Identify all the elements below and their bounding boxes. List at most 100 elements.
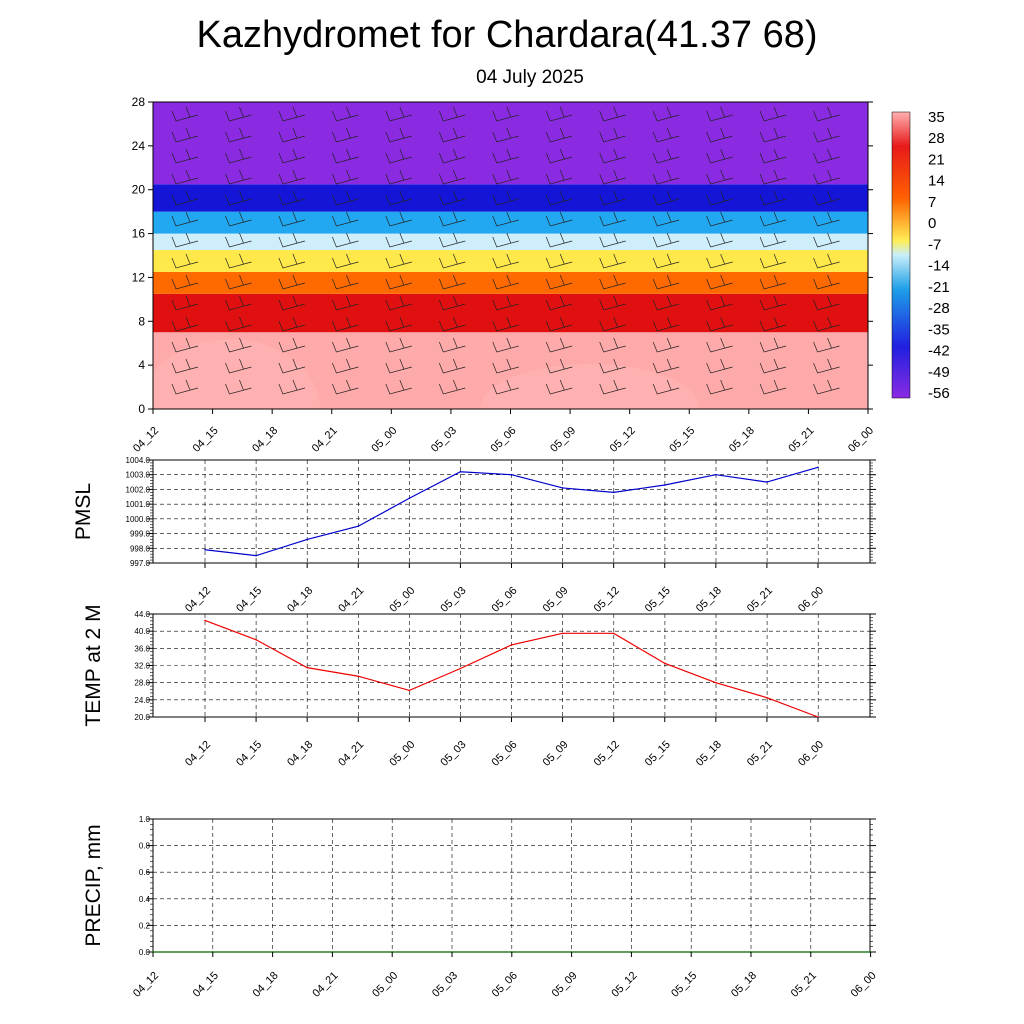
y-tick-label: 1.0 <box>139 815 151 824</box>
wind-barb <box>385 316 412 332</box>
colorbar-ramp <box>891 111 911 399</box>
wind-barb <box>706 106 733 122</box>
y-tick-label: 0.8 <box>139 842 151 851</box>
colorbar-label: -28 <box>928 300 950 317</box>
x-tick-label: 05_09 <box>541 585 571 615</box>
x-tick-label: 05_21 <box>745 739 775 769</box>
wind-barb <box>332 148 359 164</box>
wind-barb <box>813 169 840 185</box>
wind-barb <box>545 358 573 374</box>
wind-barb <box>652 379 680 395</box>
y-tick-label: 20.0 <box>134 713 150 722</box>
x-tick-label: 05_09 <box>548 425 578 455</box>
x-tick-label: 05_15 <box>643 739 673 769</box>
wind-barb <box>385 148 412 164</box>
x-tick-label: 05_12 <box>608 425 638 455</box>
wind-barb <box>545 337 573 353</box>
wind-barb <box>545 127 573 143</box>
wind-barb <box>652 337 680 353</box>
pmsl-chart: 997.0 998.0 999.0 1000.0 1001.0 1002.0 1003.0 1… <box>72 456 876 615</box>
y-tick-label: 28 <box>132 95 146 109</box>
wind-barb <box>706 190 733 206</box>
data-point <box>612 632 615 635</box>
y-tick-label: 0.2 <box>139 921 151 930</box>
y-axis-label: PMSL <box>72 483 95 540</box>
wind-barb <box>278 295 306 311</box>
wind-barb <box>545 295 573 311</box>
y-tick-label: 1003.0 <box>126 471 151 480</box>
data-point <box>561 487 564 489</box>
wind-barb <box>706 211 733 227</box>
colorbar-label: 28 <box>928 130 945 147</box>
colorbar-label: -21 <box>928 279 950 296</box>
wind-barb <box>652 316 680 332</box>
wind-barb <box>225 295 252 311</box>
wind-barb <box>385 379 412 395</box>
wind-barb <box>545 190 573 206</box>
wind-barb <box>332 295 359 311</box>
wind-barb <box>813 379 840 395</box>
wind-barb <box>332 358 359 374</box>
wind-barb <box>652 274 680 290</box>
data-point <box>408 689 411 692</box>
wind-barb <box>599 379 626 395</box>
y-tick-label: 36.0 <box>134 644 150 653</box>
wind-barb <box>759 148 787 164</box>
wind-barb <box>759 337 787 353</box>
wind-barb <box>492 316 519 332</box>
colorbar-label: 0 <box>928 215 936 232</box>
wind-barb <box>545 253 573 269</box>
wind-barb <box>438 316 466 332</box>
wind-barb <box>332 337 359 353</box>
x-tick-label: 05_06 <box>490 585 520 615</box>
wind-barb <box>545 148 573 164</box>
wind-barb <box>332 211 359 227</box>
wind-barb <box>385 337 412 353</box>
wind-barb <box>492 169 519 185</box>
x-tick-label: 05_12 <box>592 585 622 615</box>
wind-barb <box>278 316 306 332</box>
wind-barb <box>385 127 412 143</box>
x-tick-label: 05_06 <box>489 425 519 455</box>
wind-barb <box>813 106 840 122</box>
data-point <box>766 696 768 699</box>
colorbar-label: -7 <box>928 236 941 253</box>
wind-barb <box>438 190 466 206</box>
wind-barb <box>492 211 519 227</box>
wind-barb <box>492 274 519 290</box>
wind-barb <box>385 358 412 374</box>
heat-band-6 <box>153 184 868 212</box>
colorbar-label: -56 <box>928 385 950 402</box>
wind-barb <box>278 148 306 164</box>
wind-barb <box>599 253 626 269</box>
wind-barb <box>599 337 626 353</box>
wind-barb <box>545 169 573 185</box>
wind-barb <box>225 127 252 143</box>
wind-barb <box>706 295 733 311</box>
colorbar-label: 21 <box>928 151 945 168</box>
warm-zone <box>480 364 700 409</box>
wind-barb <box>545 106 573 122</box>
wind-barb <box>492 232 519 248</box>
data-point <box>715 473 717 476</box>
wind-barb <box>171 211 199 227</box>
wind-barb <box>599 190 626 206</box>
wind-barb <box>652 190 680 206</box>
y-tick-label: 1004.0 <box>126 456 151 465</box>
x-tick-label: 04_15 <box>191 425 221 455</box>
wind-barb <box>599 316 626 332</box>
heat-band-3 <box>153 250 868 272</box>
data-point <box>204 619 206 622</box>
data-point <box>255 638 257 641</box>
wind-barb <box>652 295 680 311</box>
x-tick-label: 05_06 <box>490 739 520 769</box>
wind-barb <box>706 316 733 332</box>
y-tick-label: 0.6 <box>139 868 151 877</box>
y-tick-label: 24 <box>132 139 146 153</box>
chart-subtitle: 04 July 2025 <box>476 67 584 88</box>
x-tick-label: 04_21 <box>336 585 366 615</box>
wind-barb <box>171 169 199 185</box>
y-tick-label: 0 <box>138 402 145 416</box>
wind-barb <box>813 316 840 332</box>
